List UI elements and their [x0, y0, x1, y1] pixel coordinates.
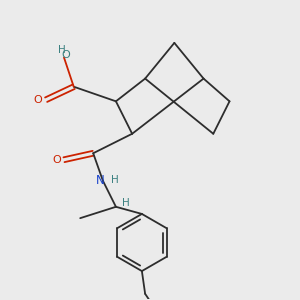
- Text: H: H: [58, 45, 65, 56]
- Text: O: O: [52, 155, 61, 165]
- Text: H: H: [111, 175, 119, 185]
- Text: H: H: [122, 198, 130, 208]
- Text: O: O: [34, 95, 42, 105]
- Text: O: O: [61, 50, 70, 60]
- Text: N: N: [96, 174, 105, 187]
